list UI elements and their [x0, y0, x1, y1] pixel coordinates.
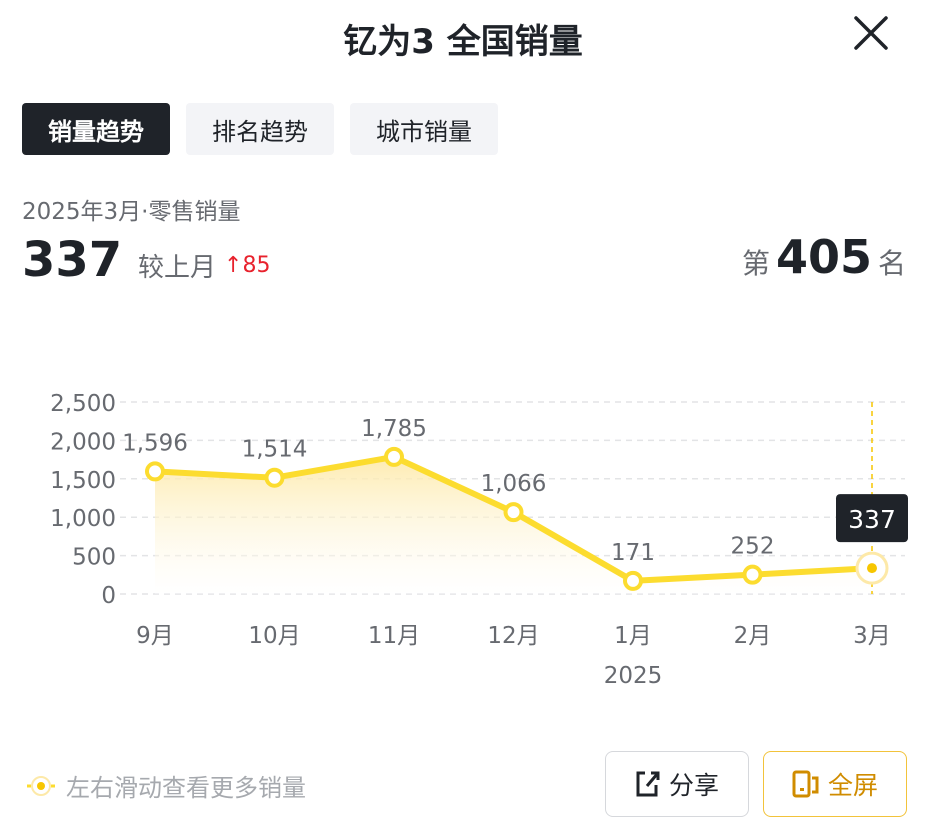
x-tick-label: 9月	[136, 623, 174, 649]
x-tick-label: 2月	[734, 623, 772, 649]
y-tick-label: 1,000	[50, 506, 116, 532]
fullscreen-label: 全屏	[827, 771, 878, 800]
tab-bar: 销量趋势 排名趋势 城市销量	[22, 103, 498, 155]
period-label: 2025年3月·零售销量	[22, 199, 241, 225]
fullscreen-button[interactable]: 全屏	[763, 751, 907, 817]
hint-text: 左右滑动查看更多销量	[66, 774, 306, 802]
y-tick-label: 500	[72, 545, 116, 571]
y-tick-label: 2,000	[50, 429, 116, 455]
page-title: 钇为3 全国销量	[343, 22, 583, 62]
data-label: 1,596	[122, 430, 188, 456]
x-tick-label: 12月	[487, 623, 539, 649]
data-label: 1,514	[242, 437, 308, 463]
sales-chart[interactable]: 0 500 1,000 1,500 2,000 2,500 9月 1,596 10月 1,514 1…	[0, 0, 926, 720]
slide-dot-icon	[27, 775, 55, 796]
data-point	[145, 461, 165, 482]
fullscreen-icon	[792, 770, 819, 798]
x-tick-label: 3月	[853, 623, 891, 649]
data-point	[623, 570, 643, 591]
data-point	[503, 502, 524, 523]
data-point	[867, 563, 877, 574]
data-point	[264, 467, 285, 488]
sales-value: 337	[22, 232, 123, 288]
rank-value: 405	[775, 230, 872, 284]
y-tick-label: 0	[101, 583, 116, 609]
scroll-hint: 左右滑动查看更多销量	[26, 768, 306, 803]
tab-rank-trend[interactable]: 排名趋势	[186, 103, 334, 155]
close-icon[interactable]	[852, 14, 890, 52]
delta: ↑85	[224, 253, 270, 278]
data-label: 171	[611, 540, 655, 566]
data-label: 252	[731, 534, 775, 560]
delta-value: 85	[242, 253, 271, 278]
x-tick-label: 10月	[248, 623, 300, 649]
tab-city-sales[interactable]: 城市销量	[350, 103, 498, 155]
tab-sales-trend[interactable]: 销量趋势	[22, 103, 170, 155]
y-tick-label: 1,500	[50, 468, 116, 494]
compare-label: 较上月	[138, 253, 217, 283]
x-tick-label: 11月	[368, 623, 420, 649]
data-label: 1,066	[481, 471, 547, 497]
rank-suffix: 名	[877, 247, 906, 280]
rank: 第 405 名	[742, 230, 906, 284]
tooltip-box	[836, 494, 908, 543]
data-point	[742, 564, 763, 585]
year-label: 2025	[604, 663, 663, 689]
x-tick-label: 1月	[614, 623, 652, 649]
month-compare: 较上月 ↑85	[138, 247, 270, 284]
data-point	[384, 446, 404, 467]
y-tick-label: 2,500	[50, 391, 116, 417]
area-fill	[155, 456, 872, 594]
share-button[interactable]: 分享	[605, 751, 749, 817]
share-label: 分享	[668, 771, 719, 800]
share-icon	[636, 771, 660, 797]
data-label: 337	[848, 505, 896, 534]
data-label: 1,785	[361, 416, 427, 442]
arrow-up-icon: ↑	[224, 253, 243, 278]
rank-prefix: 第	[741, 247, 770, 280]
